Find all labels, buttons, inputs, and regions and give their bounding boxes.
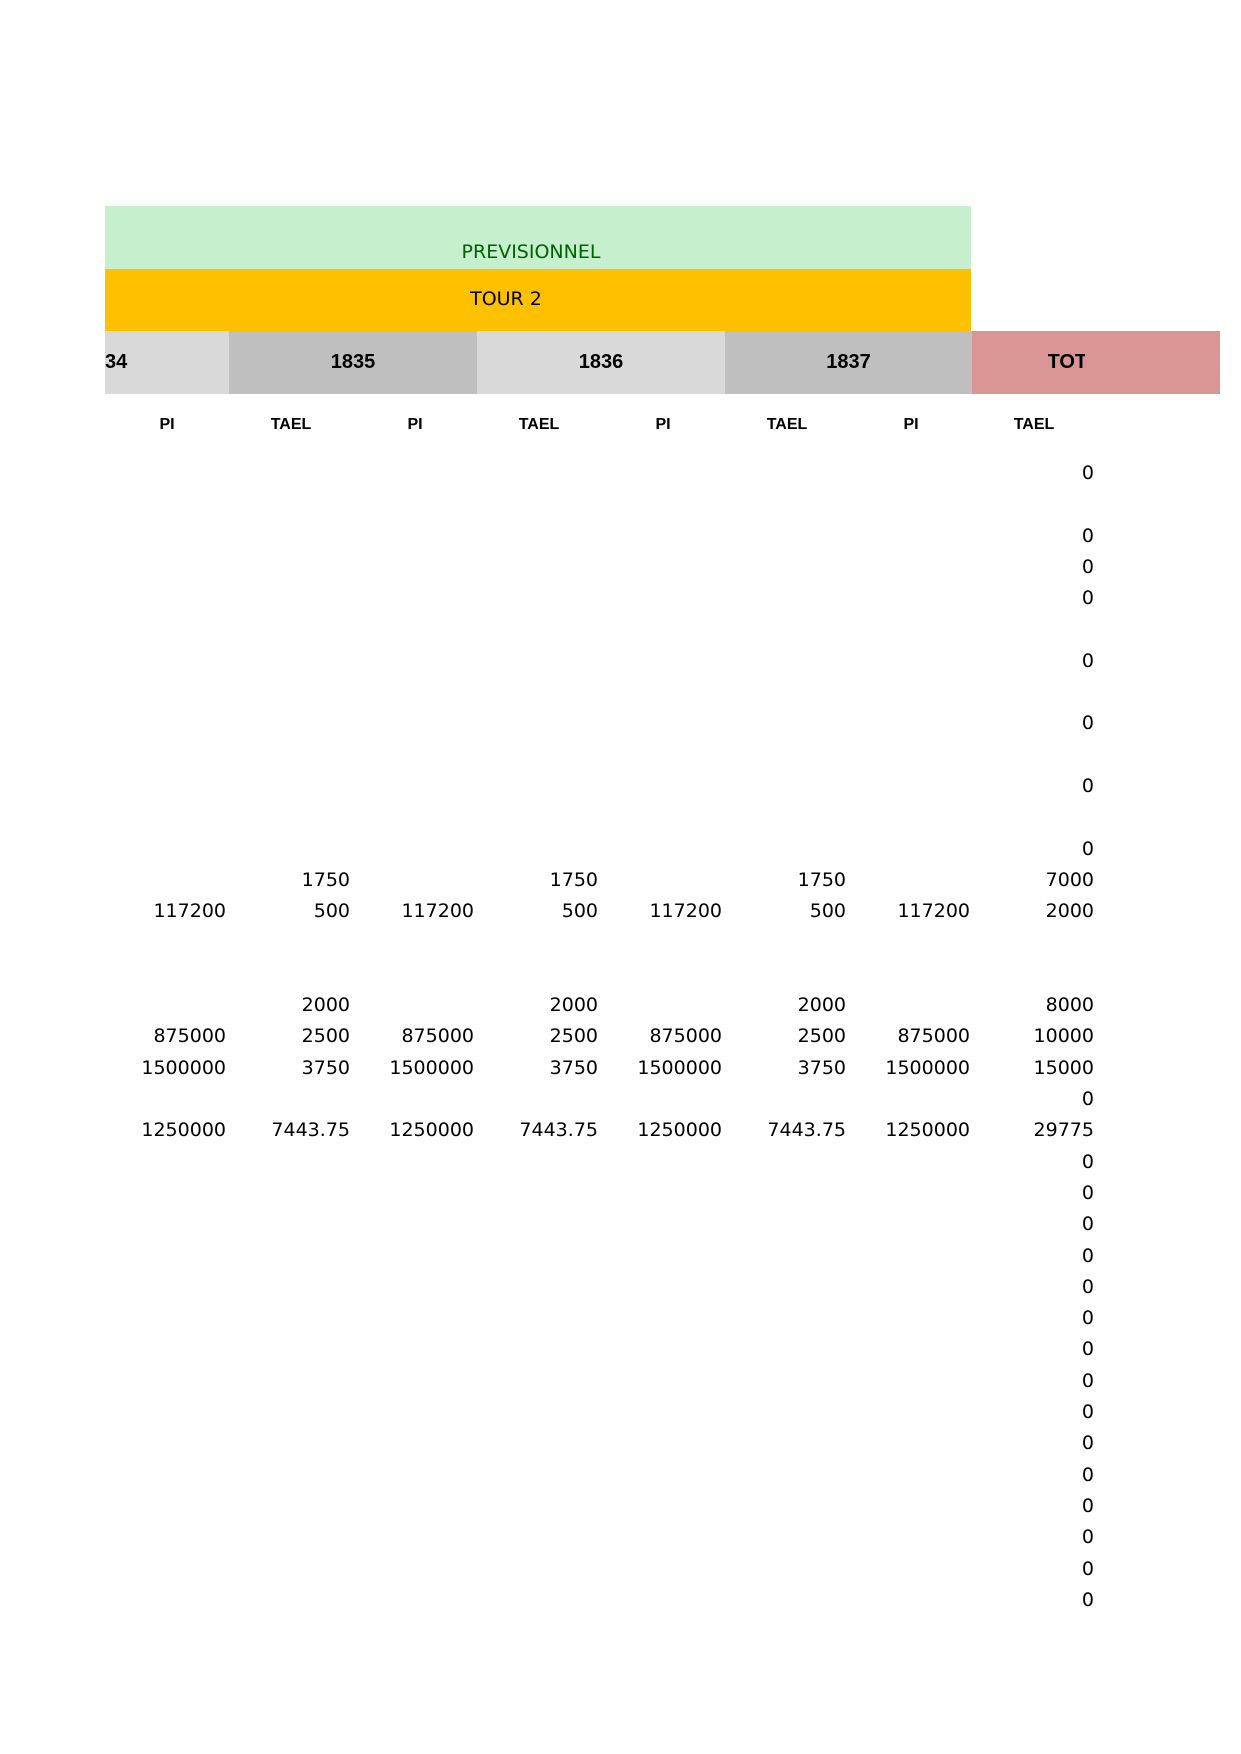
table-cell: 2000 (797, 994, 846, 1017)
col-header-pi: PI (903, 416, 919, 433)
col-header-pi: PI (159, 416, 175, 433)
table-cell: 1500000 (389, 1056, 474, 1079)
table-cell: 3750 (301, 1056, 350, 1079)
year-label: 1837 (826, 351, 871, 373)
total-cell: 0 (1081, 837, 1094, 860)
table-cell: 875000 (153, 1025, 226, 1048)
table-cell: 2000 (549, 994, 598, 1017)
table-cell: 1250000 (637, 1119, 722, 1142)
total-cell: 0 (1081, 1463, 1094, 1486)
total-cell: 29775 (1033, 1119, 1094, 1142)
total-cell: 0 (1081, 775, 1094, 797)
total-cell: 0 (1081, 462, 1094, 484)
col-header-pi: PI (407, 416, 423, 433)
year-header-1835: 1835 (229, 331, 477, 394)
total-cell: 0 (1081, 524, 1094, 547)
table-cell: 117200 (401, 900, 474, 923)
tour-label: TOUR 2 (470, 288, 542, 310)
table-cell: 1250000 (389, 1119, 474, 1142)
total-cell: 0 (1081, 1244, 1094, 1267)
tour-banner: TOUR 2 (105, 269, 971, 331)
year-label: 34 (105, 351, 128, 373)
table-cell: 2500 (797, 1025, 846, 1048)
total-cell: 0 (1081, 1213, 1094, 1236)
table-cell: 117200 (897, 900, 970, 923)
col-header-tael: TAEL (270, 416, 312, 433)
total-cell: 0 (1081, 1588, 1094, 1611)
total-cell: 0 (1081, 587, 1094, 610)
total-cell: 0 (1081, 1557, 1094, 1580)
table-cell: 117200 (153, 900, 226, 923)
total-cell: 0 (1081, 1181, 1094, 1204)
table-cell: 7443.75 (519, 1119, 598, 1142)
table-cell: 1500000 (141, 1056, 226, 1079)
table-cell: 1750 (549, 868, 598, 891)
total-cell: 0 (1081, 649, 1094, 672)
table-cell: 117200 (649, 900, 722, 923)
total-cell: 15000 (1033, 1056, 1094, 1079)
total-cell: 0 (1081, 712, 1094, 735)
total-cell: 7000 (1045, 868, 1094, 891)
table-cell: 3750 (549, 1056, 598, 1079)
total-header: TOT (972, 331, 1220, 394)
table-cell: 2500 (549, 1025, 598, 1048)
total-cell: 0 (1081, 1275, 1094, 1298)
table-cell: 1250000 (141, 1119, 226, 1142)
table-cell: 500 (809, 900, 846, 923)
table-cell: 1250000 (885, 1119, 970, 1142)
col-header-pi: PI (655, 416, 671, 433)
table-cell: 1500000 (637, 1056, 722, 1079)
col-header-tael: TAEL (1013, 416, 1055, 433)
table-cell: 500 (313, 900, 350, 923)
col-header-tael: TAEL (766, 416, 808, 433)
total-label: TOT (1047, 351, 1085, 373)
year-header-1837: 1837 (725, 331, 972, 394)
year-header-1834: 34 (105, 331, 229, 394)
table-cell: 2000 (301, 994, 350, 1017)
col-header-tael: TAEL (518, 416, 560, 433)
total-cell: 0 (1081, 555, 1094, 578)
table-cell: 1750 (797, 868, 846, 891)
table-cell: 1750 (301, 868, 350, 891)
total-cell: 0 (1081, 1088, 1094, 1110)
total-cell: 0 (1081, 1307, 1094, 1330)
table-cell: 1500000 (885, 1056, 970, 1079)
table-cell: 7443.75 (271, 1119, 350, 1142)
table-cell: 7443.75 (767, 1119, 846, 1142)
table-cell: 500 (561, 900, 598, 923)
table-cell: 875000 (401, 1025, 474, 1048)
total-cell: 0 (1081, 1432, 1094, 1455)
table-cell: 3750 (797, 1056, 846, 1079)
total-cell: 8000 (1045, 994, 1094, 1017)
total-cell: 0 (1081, 1526, 1094, 1549)
total-cell: 0 (1081, 1494, 1094, 1517)
year-label: 1835 (330, 351, 376, 373)
table-cell: 2500 (301, 1025, 350, 1048)
previsionnel-label: PREVISIONNEL (461, 240, 601, 263)
total-cell: 0 (1081, 1338, 1094, 1361)
total-cell: 0 (1081, 1150, 1094, 1173)
table-cell: 875000 (649, 1025, 722, 1048)
total-cell: 0 (1081, 1401, 1094, 1423)
year-header-1836: 1836 (477, 331, 725, 394)
previsionnel-banner: PREVISIONNEL (105, 206, 971, 269)
year-label: 1836 (578, 351, 624, 373)
total-cell: 0 (1081, 1369, 1094, 1392)
table-cell: 875000 (897, 1025, 970, 1048)
total-cell: 10000 (1033, 1025, 1094, 1048)
total-cell: 2000 (1045, 900, 1094, 923)
